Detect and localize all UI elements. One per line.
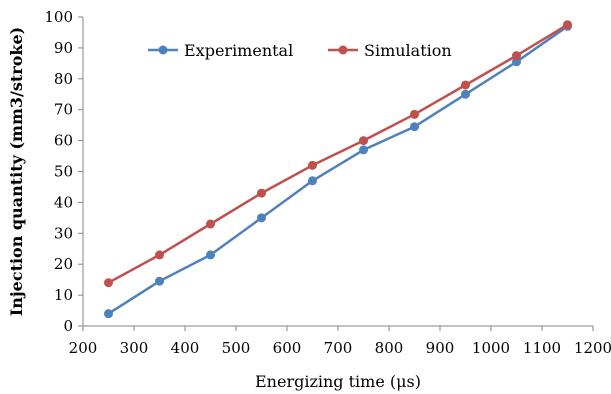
data-point-experimental [257, 213, 266, 223]
y-tick-label: 50 [54, 163, 73, 181]
series-experimental [104, 21, 572, 319]
y-tick-label: 60 [54, 132, 73, 150]
legend-swatch-marker [338, 45, 348, 55]
x-tick-label: 300 [120, 339, 149, 357]
y-tick-label: 20 [54, 255, 73, 273]
data-point-simulation [308, 160, 317, 170]
legend-label-simulation: Simulation [364, 41, 452, 60]
data-point-experimental [359, 145, 368, 155]
legend-swatch-marker [158, 45, 168, 55]
data-point-simulation [257, 188, 266, 198]
series-simulation [104, 20, 572, 288]
y-tick-label: 70 [54, 101, 73, 119]
data-point-experimental [461, 89, 470, 99]
legend: Experimental Simulation [148, 41, 452, 60]
x-tick-label: 500 [222, 339, 251, 357]
y-axis-title: Injection quantity (mm3/stroke) [7, 27, 26, 316]
data-point-experimental [512, 57, 521, 67]
data-point-simulation [155, 250, 164, 260]
series-line-simulation [107, 23, 569, 284]
data-point-experimental [308, 176, 317, 186]
data-point-simulation [206, 219, 215, 229]
y-axis-ticks: 0 10 20 30 40 50 60 70 80 90 100 [44, 8, 83, 335]
y-tick-label: 40 [54, 193, 73, 211]
x-tick-label: 200 [69, 339, 98, 357]
data-point-experimental [155, 276, 164, 286]
y-tick-label: 10 [54, 286, 73, 304]
x-tick-label: 1200 [574, 339, 611, 357]
series-line-experimental [107, 25, 569, 315]
y-tick-label: 80 [54, 70, 73, 88]
data-point-simulation [512, 51, 521, 61]
data-point-simulation [104, 278, 113, 288]
data-point-experimental [206, 250, 215, 260]
x-tick-label: 700 [324, 339, 353, 357]
data-point-simulation [410, 109, 419, 119]
x-tick-label: 400 [171, 339, 200, 357]
x-tick-label: 900 [426, 339, 455, 357]
data-point-experimental [410, 122, 419, 132]
legend-item-simulation: Simulation [328, 41, 452, 60]
x-axis-ticks: 200 300 400 500 600 700 800 900 1000 1100 1200 [69, 326, 611, 357]
data-point-simulation [461, 80, 470, 90]
legend-item-experimental: Experimental [148, 41, 293, 60]
y-tick-label: 30 [54, 224, 73, 242]
x-axis-title: Energizing time (μs) [255, 372, 421, 391]
x-tick-label: 600 [273, 339, 302, 357]
y-tick-label: 100 [44, 8, 73, 26]
x-tick-label: 800 [375, 339, 404, 357]
legend-label-experimental: Experimental [184, 41, 293, 60]
x-tick-label: 1000 [472, 339, 510, 357]
y-tick-label: 0 [63, 317, 73, 335]
data-point-simulation [563, 20, 572, 30]
data-point-experimental [104, 309, 113, 319]
series-layer [104, 20, 572, 319]
y-tick-label: 90 [54, 39, 73, 57]
x-tick-label: 1100 [523, 339, 561, 357]
data-point-simulation [359, 136, 368, 146]
